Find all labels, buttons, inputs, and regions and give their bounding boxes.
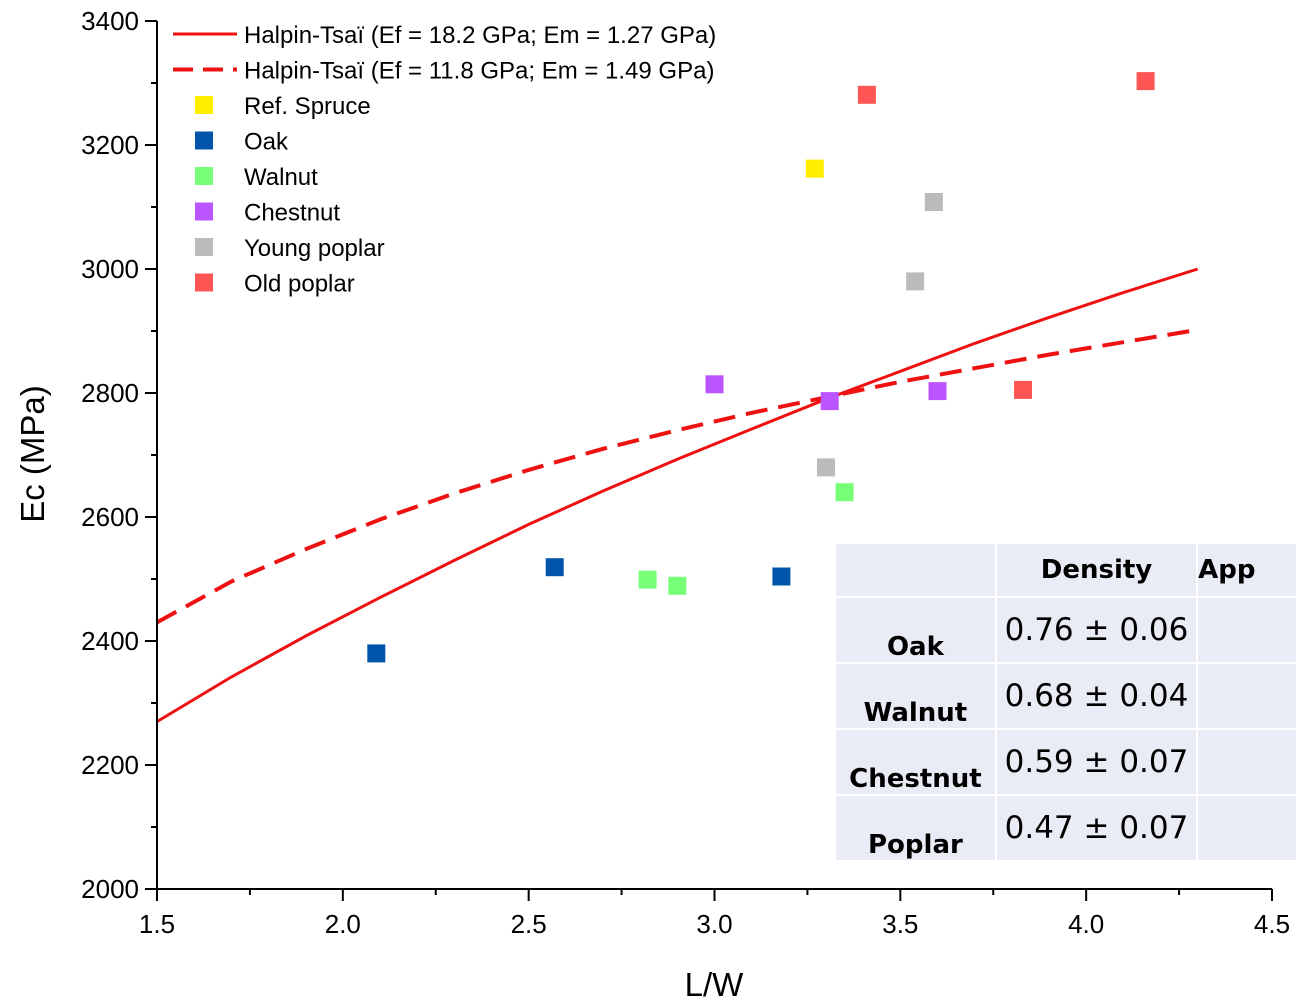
table-cell-density: 0.76 ± 0.06 [994, 596, 1199, 664]
x-tick-label: 2.0 [325, 909, 361, 939]
y-tick-label: 2800 [81, 378, 139, 408]
axes-layer: 1.5 2.0 2.5 3.0 3.5 4.0 4.5 2000 2200 2400 2600 280… [81, 6, 1290, 939]
table-row-name: Walnut [834, 662, 997, 730]
y-tick-label: 2400 [81, 626, 139, 656]
x-tick-label: 4.5 [1254, 909, 1290, 939]
density-table-container: Density App Oak 0.76 ± 0.06 Walnut 0.68 … [834, 542, 1296, 864]
legend-label: Walnut [244, 164, 318, 191]
legend-swatch-marker [195, 238, 213, 256]
marker-old-poplar [1136, 72, 1155, 91]
legend-label: Halpin-Tsaï (Ef = 18.2 GPa; Em = 1.27 GP… [244, 22, 716, 49]
marker-chestnut [705, 375, 724, 394]
y-tick-label: 3400 [81, 6, 139, 36]
x-tick-label: 3.5 [882, 909, 918, 939]
legend-swatch-marker [195, 167, 213, 185]
curve-layer [156, 267, 1199, 723]
table-row: Walnut 0.68 ± 0.04 [834, 662, 1296, 730]
table-cell-density: 0.59 ± 0.07 [994, 728, 1199, 796]
table-row-name: Poplar [834, 794, 997, 862]
y-tick-label: 3200 [81, 130, 139, 160]
legend-label: Young poplar [244, 235, 385, 262]
legend-swatch-marker [195, 202, 213, 221]
table-cell-density: 0.47 ± 0.07 [994, 794, 1199, 862]
table-header-density: Density [994, 542, 1199, 598]
x-tick-label: 2.5 [511, 909, 547, 939]
marker-layer [367, 72, 1155, 663]
table-cell-density: 0.68 ± 0.04 [994, 662, 1199, 730]
legend-label: Oak [244, 129, 289, 156]
legend-swatch-marker [195, 273, 213, 292]
table-cell-empty [1196, 662, 1296, 730]
marker-walnut [638, 570, 657, 589]
density-table: Density App Oak 0.76 ± 0.06 Walnut 0.68 … [834, 542, 1296, 862]
table-cell-empty [1196, 728, 1296, 796]
marker-oak [545, 558, 564, 577]
y-tick-label: 2200 [81, 750, 139, 780]
legend-label: Old poplar [244, 271, 355, 298]
x-tick-label: 3.0 [696, 909, 732, 939]
marker-walnut [835, 483, 854, 502]
marker-chestnut [820, 392, 839, 411]
legend-label: Chestnut [244, 200, 340, 227]
legend-swatch-marker [195, 131, 213, 150]
table-row: Oak 0.76 ± 0.06 [834, 596, 1296, 664]
marker-young-poplar [817, 458, 835, 477]
legend-label: Halpin-Tsaï (Ef = 11.8 GPa; Em = 1.49 GP… [244, 58, 714, 85]
marker-young-poplar [906, 272, 925, 291]
table-header-app: App [1196, 542, 1296, 598]
y-tick-label: 3000 [81, 254, 139, 284]
table-row: Poplar 0.47 ± 0.07 [834, 794, 1296, 862]
marker-young-poplar [924, 193, 943, 211]
x-tick-label: 1.5 [139, 909, 175, 939]
table-row-name: Chestnut [834, 728, 997, 796]
halpin-tsai-curve-dashed [156, 327, 1199, 625]
legend-label: Ref. Spruce [244, 93, 371, 120]
table-cell-empty [1196, 596, 1296, 664]
y-tick-label: 2000 [81, 874, 139, 904]
x-tick-label: 4.0 [1068, 909, 1104, 939]
halpin-tsai-curve-solid [156, 267, 1199, 723]
table-row-name: Oak [834, 596, 997, 664]
marker-chestnut [928, 382, 947, 401]
table-row: Chestnut 0.59 ± 0.07 [834, 728, 1296, 796]
marker-old-poplar [857, 85, 876, 104]
marker-ref-spruce [805, 159, 824, 178]
marker-old-poplar [1014, 380, 1032, 399]
table-cell-empty [1196, 794, 1296, 862]
y-tick-label: 2600 [81, 502, 139, 532]
legend-swatch-marker [195, 96, 213, 114]
x-axis-title: L/W [685, 966, 745, 1003]
table-header-row: Density App [834, 542, 1296, 598]
legend: Halpin-Tsaï (Ef = 18.2 GPa; Em = 1.27 GP… [173, 22, 716, 298]
marker-oak [367, 644, 386, 663]
table-header-blank [834, 542, 997, 598]
marker-oak [772, 567, 791, 586]
y-axis-title: Ec (MPa) [14, 385, 51, 523]
marker-walnut [668, 576, 687, 595]
